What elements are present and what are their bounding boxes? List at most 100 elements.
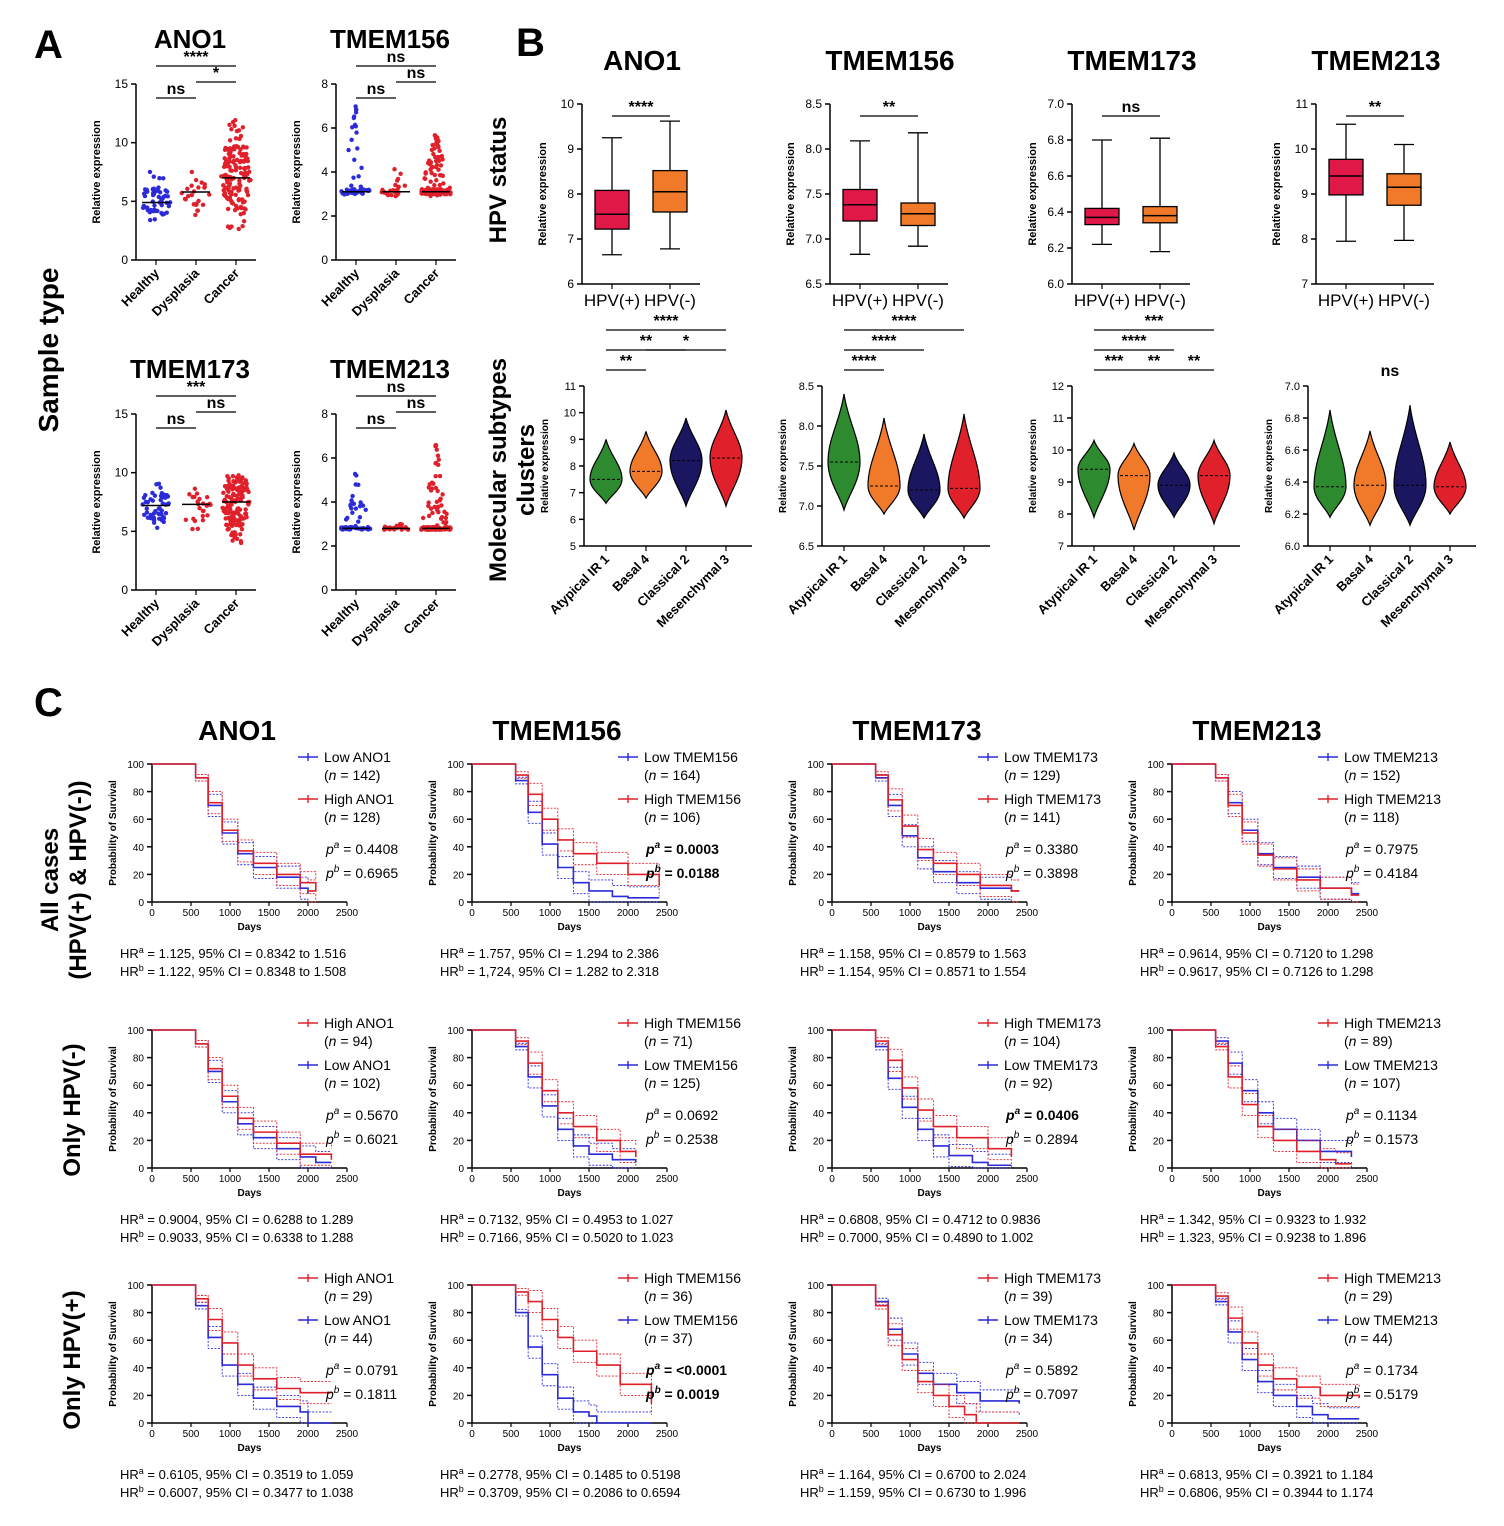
p-symbol: p [1345, 1131, 1354, 1147]
n-value: 125 [672, 1075, 696, 1091]
data-point [223, 194, 229, 199]
chart-title: ANO1 [603, 45, 681, 76]
legend-label: Low TMEM173 [1004, 1057, 1098, 1073]
y-tick-label: 80 [133, 1054, 145, 1065]
p-equals: = [339, 1131, 355, 1147]
significance-label: **** [872, 333, 898, 350]
n-symbol: n [1009, 809, 1017, 825]
hazard-ratio: HRb = 1,724, 95% CI = 1.282 to 2.318 [440, 963, 659, 979]
data-point [194, 491, 200, 496]
p-symbol: p [645, 1386, 655, 1402]
data-point [236, 197, 241, 203]
data-point [147, 217, 153, 223]
data-point [360, 503, 366, 508]
x-tick-label: 2500 [656, 908, 679, 919]
y-tick-label: 6 [321, 451, 328, 465]
hr-superscript: a [139, 945, 144, 955]
hr-value: = 1.164, 95% CI = 0.6700 to 2.024 [824, 1467, 1026, 1482]
p-value: pa = 0.0692 [645, 1106, 718, 1123]
km-plot-C-all-ANO1: ANO1 0 20 40 60 80 100 Probability of Survival 0… [108, 715, 398, 979]
data-point [235, 144, 241, 150]
legend-n: (n = 118) [1344, 809, 1399, 825]
data-point [426, 513, 432, 519]
ci-lower [472, 763, 660, 903]
data-point [164, 189, 170, 194]
data-point [435, 453, 441, 458]
y-tick-label: 8 [321, 77, 328, 91]
legend-n: (n = 107) [1344, 1075, 1400, 1091]
data-point [232, 123, 237, 129]
y-tick-label: 5 [121, 194, 128, 208]
x-tick-label: HPV(+) [832, 291, 888, 310]
hazard-ratio: HRa = 0.9004, 95% CI = 0.6288 to 1.289 [120, 1211, 353, 1227]
data-point [236, 226, 241, 232]
x-tick-label: HPV(+) [1074, 291, 1130, 310]
x-tick-label: 2000 [977, 1429, 1000, 1440]
chart-title: TMEM173 [852, 715, 981, 746]
x-tick-label: HPV(-) [1134, 291, 1186, 310]
data-point [159, 202, 164, 208]
x-axis-label: Days [918, 922, 942, 933]
data-point [432, 146, 437, 151]
x-tick-label: 500 [863, 1174, 880, 1185]
y-axis-label: Probability of Survival [788, 780, 799, 886]
y-axis-label: Probability of Survival [108, 1046, 119, 1152]
y-tick-label: 0 [458, 898, 464, 909]
violin [947, 413, 981, 520]
y-tick-label: 6 [321, 121, 328, 135]
data-point [338, 526, 344, 531]
p-equals: = [1359, 865, 1375, 881]
ci-lower [832, 763, 1020, 903]
box [594, 189, 630, 230]
legend-label: High TMEM173 [1004, 791, 1101, 807]
n-symbol: n [329, 809, 337, 825]
data-point [441, 181, 446, 186]
y-tick-label: 80 [453, 1054, 465, 1065]
data-point [241, 219, 247, 224]
data-point [158, 485, 163, 490]
data-point [426, 500, 431, 505]
significance-label: ns [387, 379, 406, 396]
data-point [243, 507, 248, 512]
hr-value: = 1.154, 95% CI = 0.8571 to 1.554 [824, 964, 1026, 979]
y-tick-label: 15 [115, 77, 129, 91]
ci-upper [472, 1284, 652, 1393]
data-point [427, 158, 432, 163]
data-point [440, 157, 445, 162]
data-point [343, 517, 349, 522]
data-point [358, 500, 363, 505]
x-tick-label: Atypical IR 1 [546, 552, 612, 618]
y-axis-label: Relative expression [1027, 142, 1039, 246]
p-equals: = [1359, 1362, 1375, 1378]
violin-plot-B2-ANO1: 5 6 7 8 9 10 11 Relative expression Atypical IR … [540, 313, 752, 630]
p-superscript: a [655, 1361, 661, 1372]
p-superscript: a [334, 840, 340, 851]
significance-label: * [683, 333, 690, 350]
data-point [196, 185, 201, 190]
hr-value: = 0.6806, 95% CI = 0.3944 to 1.174 [1164, 1485, 1374, 1500]
y-tick-label: 8.5 [805, 97, 822, 111]
y-axis-label: Probability of Survival [428, 1046, 439, 1152]
n-symbol: n [1349, 1033, 1357, 1049]
n-value: 37 [672, 1330, 688, 1346]
ci-lower [152, 763, 317, 903]
y-tick-label: 20 [453, 870, 465, 881]
box-plot-B-TMEM173: TMEM173 6.0 6.2 6.4 6.6 6.8 7.0 Relative expres… [1027, 45, 1197, 310]
x-tick-label: 2500 [336, 1429, 359, 1440]
n-value: 128 [352, 809, 376, 825]
legend-label: High TMEM156 [644, 1270, 741, 1286]
x-tick-label: 500 [1203, 908, 1220, 919]
ci-lower [1172, 1029, 1352, 1168]
violin [1077, 438, 1111, 520]
ci-lower [472, 1029, 637, 1168]
legend-n: (n = 104) [1004, 1033, 1060, 1049]
data-point [437, 182, 442, 188]
y-tick-label: 100 [1147, 1281, 1164, 1292]
legend-n: (n = 34) [1004, 1330, 1053, 1346]
legend-label: Low ANO1 [324, 1312, 391, 1328]
data-point [432, 172, 438, 178]
data-point [163, 511, 169, 516]
p-value: pb = 0.5179 [1345, 1385, 1418, 1402]
y-tick-label: 11 [1053, 413, 1064, 425]
data-point [231, 479, 236, 484]
